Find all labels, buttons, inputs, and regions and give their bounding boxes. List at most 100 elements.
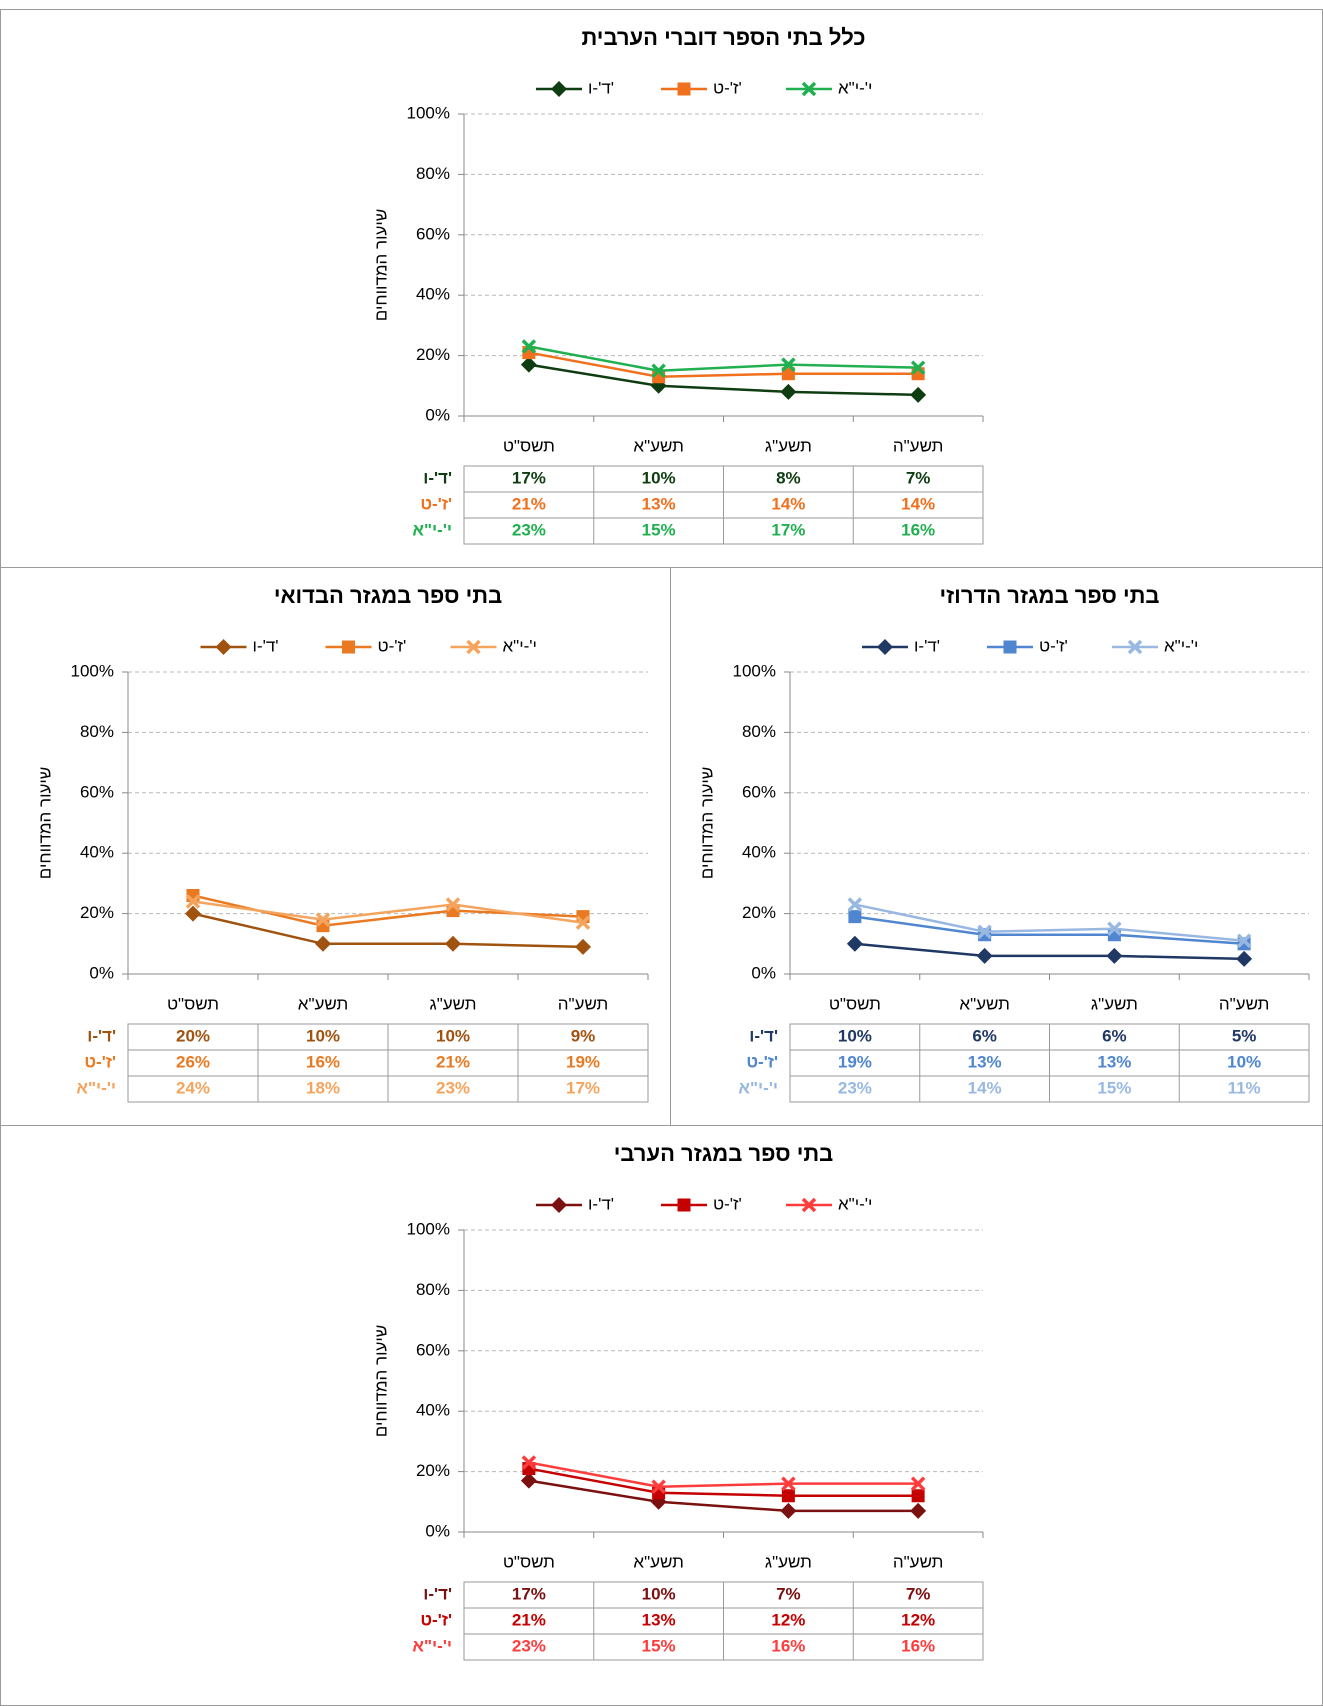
marker (781, 1476, 796, 1491)
table-value: 9% (571, 1026, 596, 1045)
y-tick-label: 40% (416, 285, 450, 304)
table-value: 15% (642, 1636, 676, 1655)
table-value: 11% (1228, 1078, 1261, 1097)
legend-marker (215, 639, 232, 655)
table-row-label: ז'-ט' (84, 1052, 116, 1071)
x-tick-label: תשע"א (633, 436, 683, 455)
marker (780, 383, 797, 400)
table-value: 16% (306, 1052, 340, 1071)
series-line (192, 912, 584, 949)
marker (185, 905, 201, 922)
legend-marker (877, 639, 893, 655)
legend-label: י'-י"א (838, 78, 872, 97)
y-tick-label: 0% (89, 963, 114, 982)
marker (1107, 921, 1122, 936)
legend-marker (342, 640, 355, 654)
table-row-label: ד'-ו' (749, 1026, 778, 1045)
marker (445, 935, 461, 952)
table-value: 15% (642, 520, 676, 539)
series-line (528, 1461, 919, 1488)
legend-label: ד'-ו' (914, 636, 940, 655)
table-value: 17% (566, 1078, 600, 1097)
table-row-label: י'-י"א (412, 1636, 452, 1655)
table-value: 23% (838, 1078, 872, 1097)
series-line (528, 345, 919, 372)
table-value: 8% (776, 468, 801, 487)
legend-label: ז'-ט' (713, 78, 742, 97)
legend-label: ד'-ו' (588, 78, 614, 97)
table-value: 26% (176, 1052, 210, 1071)
table-value: 14% (901, 494, 935, 513)
table-row-label: ד'-ו' (423, 468, 452, 487)
chart-title: בתי ספר במגזר הערבי (614, 1141, 834, 1166)
table-value: 7% (906, 468, 931, 487)
table-value: 5% (1232, 1026, 1257, 1045)
marker (781, 367, 795, 381)
marker (185, 894, 201, 909)
marker (445, 897, 461, 912)
x-tick-label: תשע"ג (430, 994, 477, 1013)
legend-label: י'-י"א (838, 1194, 872, 1213)
y-tick-label: 80% (416, 164, 450, 183)
x-tick-label: תשס"ט (503, 436, 555, 455)
marker (976, 947, 993, 964)
marker (315, 912, 331, 927)
y-tick-label: 80% (416, 1280, 450, 1299)
table-value: 12% (901, 1610, 935, 1629)
marker (521, 1455, 537, 1470)
marker (575, 915, 591, 930)
y-tick-label: 80% (80, 722, 114, 741)
marker (315, 935, 331, 952)
y-tick-label: 60% (416, 1340, 450, 1359)
marker (780, 1502, 797, 1519)
table-value: 7% (906, 1584, 931, 1603)
marker (846, 935, 863, 952)
table-row-label: ד'-ו' (423, 1584, 452, 1603)
table-value: 13% (642, 1610, 676, 1629)
marker (1236, 950, 1253, 967)
marker (651, 1479, 666, 1494)
marker (651, 363, 666, 378)
chart-title: כלל בתי הספר דוברי הערבית (581, 25, 865, 50)
marker (520, 1472, 537, 1489)
marker (520, 356, 537, 373)
legend-marker (801, 1197, 817, 1213)
legend-marker (677, 82, 691, 96)
table-value: 23% (512, 520, 546, 539)
series-line (854, 903, 1245, 943)
x-tick-label: תשע"ה (1219, 994, 1270, 1013)
table-value: 20% (176, 1026, 210, 1045)
marker (521, 339, 537, 354)
table-value: 23% (512, 1636, 546, 1655)
table-value: 24% (176, 1078, 210, 1097)
legend-label: ז'-ט' (713, 1194, 742, 1213)
chart-title: בתי ספר במגזר הדרוזי (940, 583, 1160, 608)
table-value: 16% (771, 1636, 805, 1655)
table-value: 21% (436, 1052, 470, 1071)
y-axis-title: שיעור המדווחים (697, 767, 716, 879)
table-value: 10% (306, 1026, 340, 1045)
table-value: 17% (512, 1584, 546, 1603)
y-tick-label: 100% (407, 103, 450, 122)
table-value: 16% (901, 1636, 935, 1655)
legend-marker (551, 1197, 567, 1213)
y-axis-title: שיעור המדווחים (371, 209, 390, 321)
marker (575, 938, 591, 955)
y-tick-label: 60% (416, 224, 450, 243)
x-tick-label: תשע"א (633, 1552, 683, 1571)
x-tick-label: תשס"ט (167, 994, 219, 1013)
marker (910, 360, 926, 375)
series-line (528, 351, 919, 378)
table-row-label: ז'-ט' (420, 1610, 452, 1629)
legend-marker (801, 81, 817, 97)
y-tick-label: 60% (742, 782, 776, 801)
table-value: 6% (1102, 1026, 1127, 1045)
y-tick-label: 60% (80, 782, 114, 801)
table-value: 15% (1097, 1078, 1131, 1097)
marker (781, 357, 796, 372)
y-tick-label: 0% (425, 1521, 450, 1540)
series-line (528, 363, 919, 397)
table-value: 10% (1227, 1052, 1261, 1071)
y-tick-label: 20% (742, 903, 776, 922)
